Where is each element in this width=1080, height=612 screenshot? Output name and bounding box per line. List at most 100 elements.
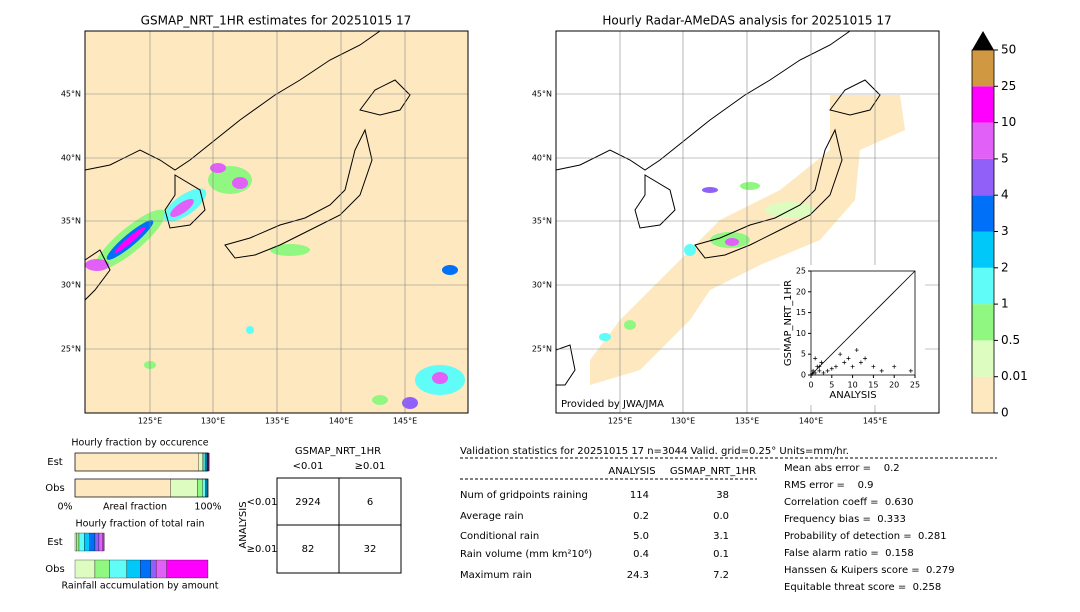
point	[850, 364, 855, 369]
fraction-segment	[140, 559, 151, 579]
fraction-segment	[76, 532, 80, 552]
gsmap-value: 0.1	[713, 549, 729, 560]
fraction-segment	[166, 559, 209, 579]
point	[863, 356, 868, 361]
colorbar-label: 3	[1001, 224, 1009, 238]
coastline	[555, 30, 851, 171]
fraction-segment	[126, 559, 141, 579]
score: Correlation coeff = 0.630	[784, 497, 914, 508]
coastline	[829, 79, 881, 116]
lon-label: 140°E	[799, 417, 823, 426]
fraction-segment	[102, 532, 105, 552]
x-tick-label: 20	[889, 381, 899, 390]
colorbar-label: 1	[1001, 297, 1009, 311]
fraction-segment	[78, 532, 85, 552]
colorbar-segment	[972, 50, 994, 87]
point	[842, 360, 847, 365]
fraction-segment	[74, 478, 171, 498]
row-label: Conditional rain	[460, 531, 539, 542]
score: RMS error = 0.9	[784, 480, 874, 491]
occurrence-xlabel: Areal fraction	[103, 502, 167, 513]
fraction-segment	[203, 452, 206, 472]
y-tick-label: 20	[796, 287, 806, 296]
lat-label: 40°N	[61, 154, 81, 163]
point	[892, 364, 897, 369]
row-title: ANALYSIS	[238, 501, 249, 548]
lon-label: 125°E	[608, 417, 632, 426]
lat-label: 35°N	[532, 217, 552, 226]
lat-label: 30°N	[532, 281, 552, 290]
colorbar-extend	[972, 31, 994, 50]
colorbar-label: 0.01	[1001, 369, 1028, 383]
point	[813, 370, 818, 375]
rain-blobs	[85, 163, 465, 409]
colorbar-segment	[972, 158, 994, 196]
gsmap-value: 3.1	[713, 531, 729, 542]
lon-label: 135°E	[265, 417, 289, 426]
score: Probability of detection = 0.281	[784, 531, 947, 542]
map-frame	[84, 30, 469, 414]
row-label: <0.01	[247, 497, 278, 508]
point	[811, 368, 816, 373]
lat-label: 25°N	[532, 345, 552, 354]
lat-label: 45°N	[61, 90, 81, 99]
point	[838, 352, 843, 357]
left-map-title: GSMAP_NRT_1HR estimates for 20251015 17	[141, 14, 412, 28]
gsmap-value: 7.2	[713, 570, 729, 581]
fraction-segment	[84, 532, 90, 552]
x-tick-label: 100%	[194, 502, 221, 513]
row-label: ≥0.01	[247, 544, 278, 555]
point	[846, 356, 851, 361]
diagonal	[810, 270, 916, 376]
fraction-segment	[202, 452, 205, 472]
colorbar-segment	[972, 86, 994, 123]
occurrence-title: Hourly fraction by occurence	[71, 438, 208, 449]
fraction-segment	[94, 532, 100, 552]
colorbar-segment	[972, 267, 994, 305]
y-tick-label: 0	[801, 371, 806, 380]
x-tick-label: 5	[829, 381, 834, 390]
credit: Provided by JWA/JMA	[561, 399, 664, 410]
column-label: ≥0.01	[355, 461, 386, 472]
fraction-segment	[74, 452, 199, 472]
map-frame	[555, 30, 940, 414]
score: Frequency bias = 0.333	[784, 514, 906, 525]
column-header: GSMAP_NRT_1HR	[670, 466, 756, 477]
coastline	[84, 30, 381, 171]
coastline	[359, 79, 411, 116]
lon-label: 135°E	[735, 417, 759, 426]
fraction-segment	[89, 532, 96, 552]
colorbar-segment	[972, 340, 994, 377]
accumulation-title: Hourly fraction of total rain	[76, 519, 205, 530]
column-header: ANALYSIS	[608, 466, 655, 477]
x-tick-label: 0%	[57, 502, 72, 513]
fraction-segment	[74, 559, 96, 579]
x-axis-label: ANALYSIS	[829, 390, 876, 401]
analysis-value: 24.3	[627, 570, 649, 581]
x-tick-label: 10	[848, 381, 858, 390]
coastline	[224, 128, 373, 259]
y-tick-label: 25	[796, 267, 806, 276]
point	[817, 368, 822, 373]
fraction-segment	[94, 559, 110, 579]
colorbar-label: 5	[1001, 151, 1009, 165]
point	[833, 364, 838, 369]
colorbar-segment	[972, 195, 994, 232]
coastline	[84, 249, 111, 301]
score: Mean abs error = 0.2	[784, 463, 900, 474]
gsmap-value: 38	[716, 490, 729, 501]
coastline	[164, 174, 206, 229]
point	[821, 370, 826, 375]
cell: 2924	[295, 497, 320, 508]
bar-frame	[74, 478, 209, 498]
accumulation-xlabel: Rainfall accumulation by amount	[62, 581, 219, 592]
y-tick-label: 15	[796, 308, 806, 317]
gsmap-value: 0.0	[713, 511, 729, 522]
fraction-segment	[198, 452, 203, 472]
analysis-value: 0.2	[633, 511, 649, 522]
analysis-value: 114	[630, 490, 649, 501]
score: Equitable threat score = 0.258	[784, 582, 941, 593]
y-tick-label: 5	[801, 350, 806, 359]
point	[819, 360, 824, 365]
